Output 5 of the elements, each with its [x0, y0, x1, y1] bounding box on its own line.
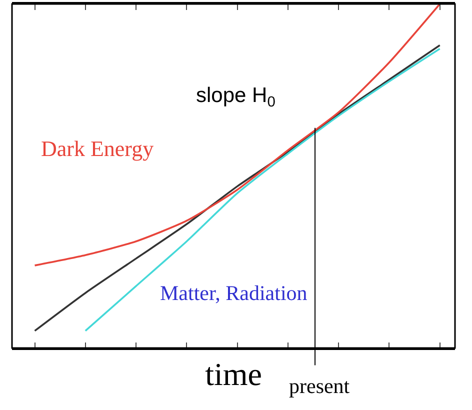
annotation: slope H$_{0}$ — [196, 84, 276, 110]
text: Dark Energy — [41, 136, 154, 161]
text: present — [289, 374, 350, 398]
annotation: Matter, Radiation — [160, 281, 308, 305]
x-axis-title: time — [205, 356, 262, 392]
